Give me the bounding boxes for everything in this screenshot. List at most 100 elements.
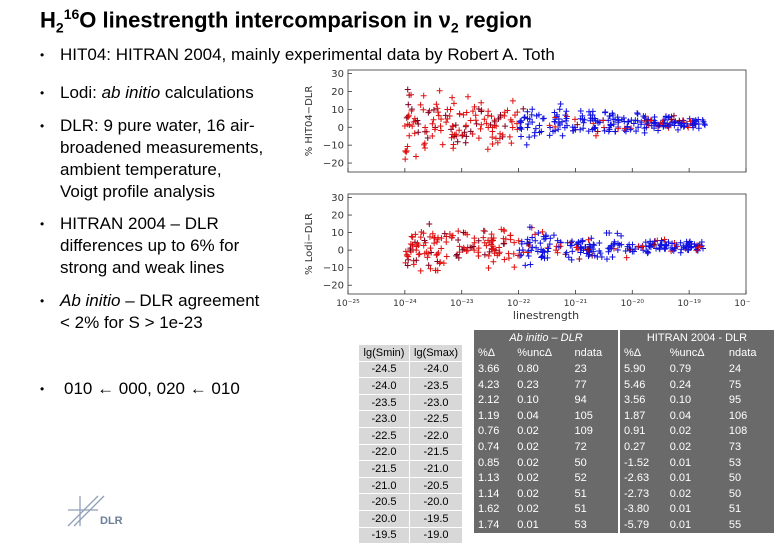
data-point	[603, 256, 610, 263]
data-point	[594, 128, 601, 135]
data-point	[406, 132, 413, 139]
data-point	[650, 119, 657, 126]
data-point	[413, 153, 420, 160]
dlr-logo-text: DLR	[100, 515, 123, 527]
data-point	[646, 242, 653, 249]
table-cell: 5.46	[624, 378, 646, 391]
data-point	[569, 238, 576, 245]
data-point	[426, 233, 433, 240]
data-point	[410, 261, 417, 268]
data-point	[437, 259, 444, 266]
data-point	[625, 118, 632, 125]
data-point	[559, 132, 566, 139]
data-point	[501, 240, 508, 247]
table-cell: ndata	[574, 347, 603, 360]
table-cell: 0.79	[669, 362, 692, 375]
data-point	[523, 141, 530, 148]
table-cell: 51	[574, 503, 587, 516]
bottom-frame	[347, 193, 747, 295]
data-point	[405, 253, 412, 260]
data-point	[605, 117, 612, 124]
data-point	[405, 101, 412, 108]
data-point	[517, 118, 524, 125]
data-point	[430, 106, 437, 113]
x-tick-label: 10⁻¹⁸	[734, 299, 750, 309]
data-point	[420, 106, 427, 113]
data-point	[562, 112, 569, 119]
table-cell: 1.74	[478, 518, 500, 531]
table-cell: -22.5	[358, 426, 410, 445]
data-point	[551, 109, 558, 116]
table-row: -2.73 0.02 50	[620, 486, 774, 502]
table-row: -2.63 0.01 50	[620, 470, 774, 486]
table-cell: 77	[574, 378, 587, 391]
data-point	[678, 246, 685, 253]
data-point	[430, 116, 437, 123]
data-point	[434, 251, 441, 258]
data-point	[610, 121, 617, 128]
data-point	[639, 243, 646, 250]
table-row: 0.91 0.02 108	[620, 424, 774, 440]
data-point	[529, 106, 536, 113]
data-point	[491, 118, 498, 125]
data-point	[568, 256, 575, 263]
data-point	[406, 121, 413, 128]
data-point	[590, 248, 597, 255]
data-point	[431, 126, 438, 133]
bullet-marker: •	[40, 382, 45, 396]
bullet-marker: •	[40, 48, 45, 62]
data-point	[603, 229, 610, 236]
bullet-lodi: • Lodi: ab initio calculations	[40, 83, 254, 102]
data-point	[642, 239, 649, 246]
data-point	[420, 92, 427, 99]
table-row: 1.62 0.02 51	[474, 502, 618, 518]
y-tick-label: 20	[331, 87, 344, 98]
data-point	[624, 124, 631, 131]
data-point	[524, 108, 531, 115]
data-point	[467, 117, 474, 124]
data-point	[665, 239, 672, 246]
data-point	[448, 126, 455, 133]
table-cell: 0.80	[517, 362, 539, 375]
data-point	[494, 139, 501, 146]
x-tick-label: 10⁻²¹	[564, 299, 588, 309]
table-cell: 53	[574, 518, 587, 531]
data-point	[475, 252, 482, 259]
data-point	[501, 109, 508, 116]
table-cell: -19.5	[358, 526, 410, 544]
data-point	[582, 244, 589, 251]
table-cell: 0.02	[517, 440, 539, 453]
x-tick-label: 10⁻²²	[507, 299, 531, 309]
table-cell: -19.5	[408, 509, 464, 528]
data-point	[633, 128, 640, 135]
y-tick-label: 10	[331, 105, 344, 116]
data-point	[580, 247, 587, 254]
table-cell: %uncΔ	[669, 347, 705, 360]
data-point	[535, 111, 542, 118]
data-point	[628, 117, 635, 124]
data-point	[565, 254, 572, 261]
table-cell: -21.0	[408, 460, 464, 478]
x-tick-label: 10⁻²⁰	[621, 299, 645, 309]
table-row: -1.52 0.01 53	[620, 455, 774, 471]
data-point	[597, 250, 604, 257]
data-point	[412, 231, 419, 238]
table-cell: -20.5	[358, 493, 410, 511]
y-tick-label: −20	[323, 159, 344, 170]
table-cell: 24	[728, 362, 742, 375]
data-point	[637, 121, 644, 128]
data-point	[460, 229, 467, 236]
data-point	[478, 99, 485, 106]
table-cell: 0.10	[517, 394, 539, 407]
data-point	[524, 249, 531, 256]
data-point	[645, 249, 652, 256]
data-point	[425, 262, 432, 269]
table-row: 3.56 0.10 95	[620, 392, 774, 408]
data-point	[455, 236, 462, 243]
data-point	[600, 117, 607, 124]
data-point	[685, 124, 692, 131]
table-cell: 0.02	[517, 425, 539, 438]
data-point	[524, 240, 531, 247]
data-point	[415, 129, 422, 136]
table-cell: 23	[574, 362, 587, 375]
